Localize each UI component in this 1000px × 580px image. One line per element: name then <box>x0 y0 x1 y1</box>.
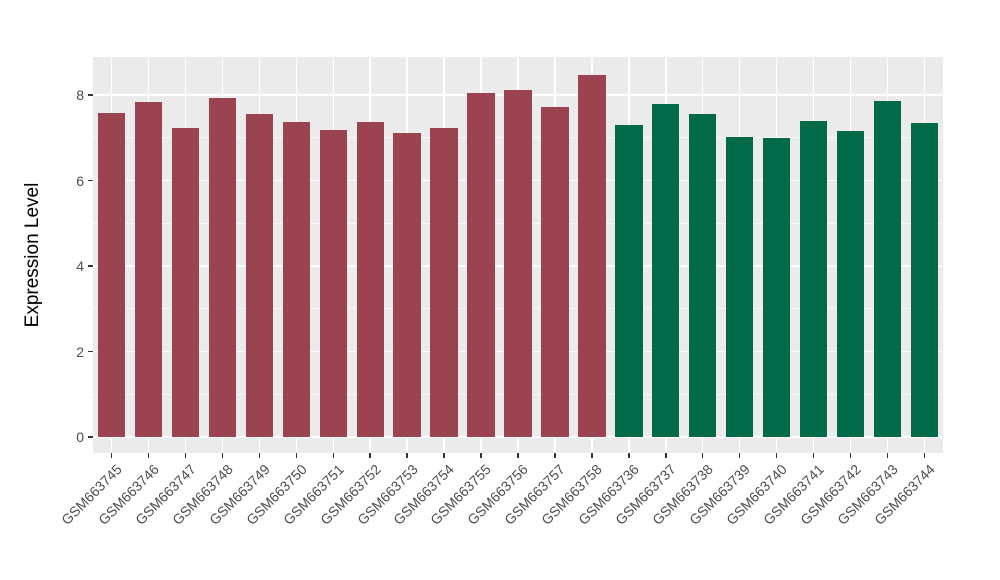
bar-GSM663737 <box>652 103 680 437</box>
bar-GSM663741 <box>799 121 828 437</box>
y-tick-mark-6 <box>88 179 93 182</box>
bar-GSM663753 <box>393 133 421 437</box>
bar-GSM663749 <box>245 113 273 437</box>
y-tick-label-8: 8 <box>76 87 84 103</box>
y-tick-mark-8 <box>88 94 93 96</box>
y-tick-label-4: 4 <box>76 258 84 274</box>
bar-GSM663747 <box>171 128 200 437</box>
bar-GSM663751 <box>319 130 347 437</box>
x-tick-mark-GSM663756 <box>517 453 519 458</box>
x-tick-mark-GSM663754 <box>443 453 445 458</box>
x-tick-mark-GSM663752 <box>369 453 371 458</box>
x-tick-mark-GSM663755 <box>480 453 482 458</box>
x-tick-mark-GSM663740 <box>775 453 778 458</box>
x-tick-mark-GSM663757 <box>554 453 556 458</box>
x-tick-mark-GSM663744 <box>923 453 926 458</box>
x-tick-mark-GSM663751 <box>332 453 334 458</box>
x-tick-mark-GSM663741 <box>812 453 815 458</box>
y-axis-title-text: Expression Level <box>22 182 43 328</box>
bar-GSM663738 <box>689 113 717 437</box>
x-tick-mark-GSM663749 <box>258 453 260 458</box>
bar-GSM663743 <box>873 100 902 437</box>
y-tick-mark-4 <box>88 265 93 267</box>
bar-GSM663756 <box>504 89 532 437</box>
bar-GSM663742 <box>836 130 865 437</box>
x-tick-mark-GSM663736 <box>628 453 630 458</box>
bar-GSM663744 <box>910 122 939 437</box>
x-tick-mark-GSM663742 <box>849 453 852 458</box>
bar-GSM663740 <box>763 137 791 437</box>
bar-GSM663755 <box>467 93 495 437</box>
x-tick-mark-GSM663738 <box>702 453 704 458</box>
x-tick-mark-GSM663737 <box>665 453 667 458</box>
x-tick-mark-GSM663743 <box>886 453 889 458</box>
bar-GSM663750 <box>282 121 310 437</box>
y-tick-label-6: 6 <box>76 172 84 189</box>
x-tick-mark-GSM663758 <box>591 453 593 458</box>
x-tick-mark-GSM663748 <box>221 453 224 458</box>
bar-GSM663752 <box>356 121 384 437</box>
y-tick-label-2: 2 <box>76 343 84 360</box>
y-tick-label-0: 0 <box>76 429 84 445</box>
x-tick-mark-GSM663753 <box>406 453 408 458</box>
y-tick-mark-0 <box>88 436 93 438</box>
bar-GSM663754 <box>430 127 458 437</box>
x-tick-mark-GSM663746 <box>147 453 150 458</box>
bar-GSM663758 <box>578 74 606 437</box>
bar-GSM663736 <box>615 125 643 437</box>
bar-GSM663746 <box>134 101 163 437</box>
bar-GSM663757 <box>541 106 569 437</box>
x-tick-mark-GSM663745 <box>110 453 113 458</box>
bar-GSM663739 <box>726 136 754 437</box>
x-tick-mark-GSM663747 <box>184 453 187 458</box>
x-tick-mark-GSM663739 <box>739 453 741 458</box>
plot-panel <box>93 57 943 453</box>
x-tick-mark-GSM663750 <box>295 453 297 458</box>
y-tick-mark-2 <box>88 350 93 353</box>
bar-GSM663745 <box>97 113 126 437</box>
bar-GSM663748 <box>208 98 237 437</box>
